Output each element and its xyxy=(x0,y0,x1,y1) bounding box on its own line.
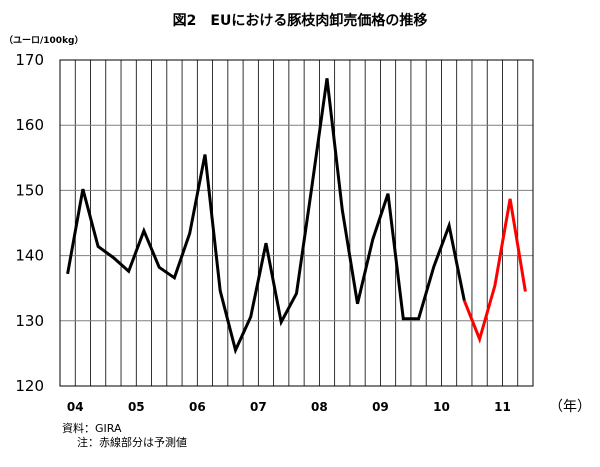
x-axis-tick-labels: 04 05 06 07 08 09 10 11 xyxy=(67,400,511,414)
forecast-price-line xyxy=(462,198,527,344)
y-tick-label: 130 xyxy=(15,312,44,330)
y-tick-label: 140 xyxy=(15,247,44,265)
x-tick-label: 05 xyxy=(128,400,145,414)
y-axis-unit-label: （ユーロ/100kg） xyxy=(4,36,84,46)
data-series xyxy=(66,78,527,355)
source-note: 資料：GIRA xyxy=(62,422,122,435)
actual-price-line xyxy=(66,78,466,355)
y-tick-label: 160 xyxy=(15,116,44,134)
y-tick-label: 170 xyxy=(15,51,44,69)
x-axis-unit-label: （年） xyxy=(549,399,591,415)
forecast-note: 注：赤線部分は予測値 xyxy=(77,436,187,449)
vertical-gridlines xyxy=(74,60,519,386)
plot-area-border xyxy=(59,59,534,387)
x-tick-label: 11 xyxy=(494,400,511,414)
y-tick-label: 120 xyxy=(15,377,44,395)
x-tick-label: 10 xyxy=(433,400,450,414)
y-tick-label: 150 xyxy=(15,181,44,199)
x-tick-label: 07 xyxy=(250,400,267,414)
x-tick-label: 08 xyxy=(311,400,328,414)
chart-title: 図2 EUにおける豚枝肉卸売価格の推移 xyxy=(172,13,428,29)
x-tick-label: 04 xyxy=(67,400,84,414)
y-axis-tick-labels: 120 130 140 150 160 170 xyxy=(15,51,44,395)
x-tick-label: 06 xyxy=(189,400,206,414)
x-tick-label: 09 xyxy=(372,400,389,414)
